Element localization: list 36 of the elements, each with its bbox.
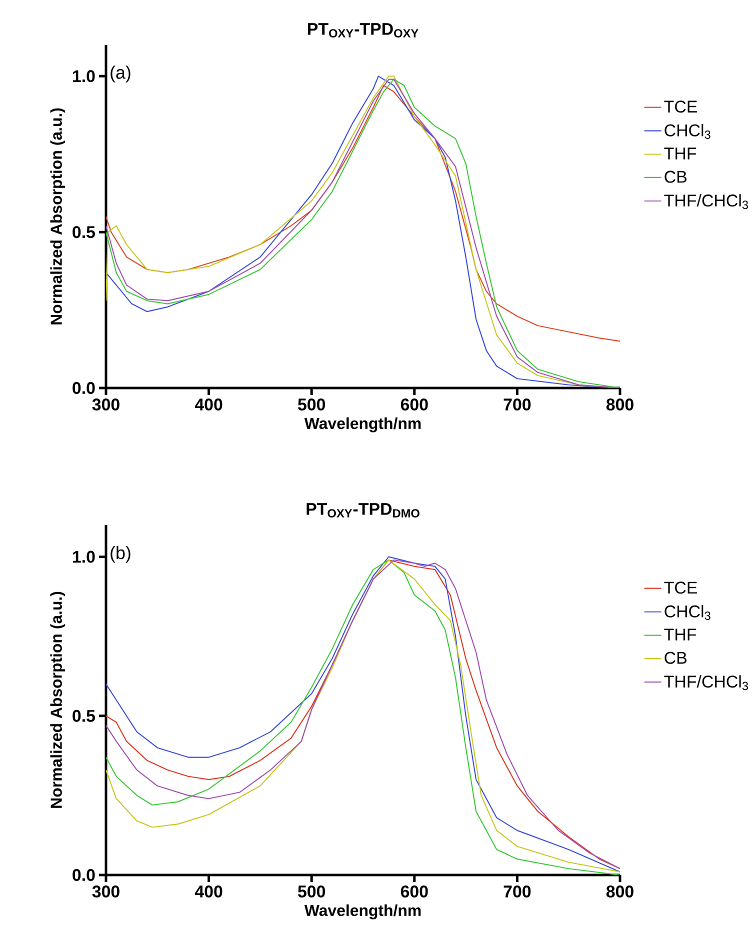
x-tick-label: 400 (194, 398, 222, 411)
annotation: (b) (110, 546, 130, 563)
x-tick-label: 600 (400, 398, 428, 411)
legend-label: CHCl$_{3}$ (664, 124, 710, 139)
annotation: (a) (110, 66, 130, 82)
legend-label: CB (664, 170, 686, 183)
x-axis-title: Wavelength/nm (304, 904, 421, 920)
legend-label: CHCl$_{3}$ (664, 604, 710, 620)
chart-title: PT$_{OXY}$-TPD$_{OXY}$ (308, 23, 418, 38)
x-tick-label: 500 (298, 886, 326, 898)
legend-label: TCE (664, 100, 697, 113)
y-tick-label: 0.5 (72, 710, 96, 722)
y-tick-label: 0.5 (72, 226, 96, 238)
legend-label: THF (664, 628, 696, 640)
y-tick-label: 0.0 (72, 382, 95, 394)
x-tick-label: 500 (298, 398, 326, 411)
legend-label: THF/CHCl$_{3}$ (664, 194, 748, 210)
y-axis-title: Normalized Absorption (a.u.) (50, 108, 66, 324)
x-tick-label: 700 (504, 886, 531, 898)
x-tick-label: 300 (92, 398, 120, 411)
x-tick-label: 800 (606, 886, 634, 898)
chart-title: PT$_{OXY}$-TPD$_{DMO}$ (306, 503, 420, 518)
y-tick-label: 1.0 (72, 550, 95, 563)
legend-label: CB (664, 652, 686, 664)
legend-label: THF (664, 148, 696, 160)
x-tick-label: 300 (92, 886, 120, 898)
y-tick-label: 1.0 (72, 70, 95, 82)
x-tick-label: 800 (606, 398, 634, 411)
legend-label: TCE (664, 582, 697, 594)
x-axis-title: Wavelength/nm (304, 417, 421, 432)
y-axis-title: Normalized Absorption (a.u.) (50, 592, 66, 808)
y-tick-label: 0.0 (72, 868, 95, 881)
x-tick-label: 700 (504, 398, 531, 411)
x-tick-label: 600 (400, 886, 428, 898)
legend-label: THF/CHCl$_{3}$ (664, 675, 748, 690)
x-tick-label: 400 (194, 886, 222, 898)
